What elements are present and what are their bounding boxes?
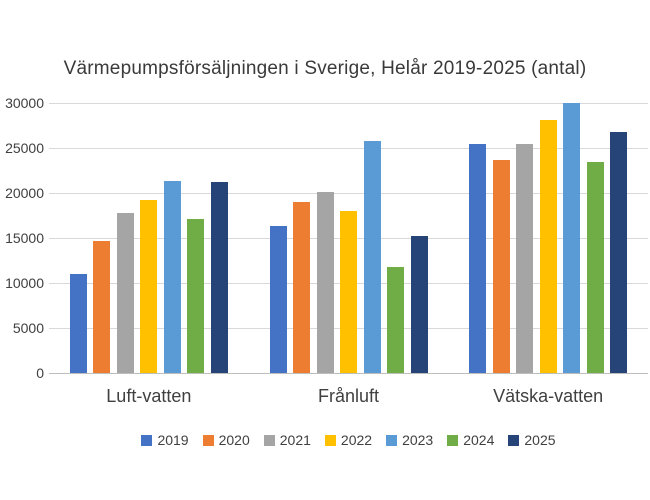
legend-label: 2023 [402, 432, 434, 448]
bar-group-franluft [249, 103, 449, 373]
y-tick-label: 0 [36, 365, 44, 381]
legend-swatch-2019 [141, 434, 153, 446]
bar-2024-luft-vatten [187, 219, 205, 373]
bar-2025-franluft [410, 236, 428, 373]
bar-2023-franluft [363, 140, 381, 373]
y-tick-label: 30000 [5, 95, 44, 111]
x-axis: Luft-vatten Frånluft Vätska-vatten [49, 386, 648, 407]
x-tick-label-luft-vatten: Luft-vatten [106, 386, 192, 406]
legend-swatch-2020 [202, 434, 214, 446]
bar-2025-vatska-vatten [610, 131, 628, 373]
gridline [49, 147, 648, 149]
gridline [49, 102, 648, 104]
legend-item-2024: 2024 [447, 432, 494, 448]
bar-2019-luft-vatten [69, 274, 87, 373]
legend-label: 2025 [524, 432, 556, 448]
y-tick-label: 10000 [5, 275, 44, 291]
legend-item-2020: 2020 [202, 432, 250, 448]
bar-2023-luft-vatten [163, 181, 181, 373]
bar-2019-franluft [269, 226, 287, 373]
legend-label: 2024 [463, 432, 495, 448]
bar-group-vatska-vatten [448, 103, 648, 373]
legend-label: 2022 [340, 432, 373, 448]
legend-swatch-2024 [447, 434, 459, 446]
gridline [49, 192, 648, 194]
legend-item-2025: 2025 [508, 432, 556, 448]
legend-item-2019: 2019 [141, 432, 189, 448]
y-tick-label: 15000 [5, 230, 44, 246]
bar-2022-luft-vatten [140, 200, 158, 373]
x-tick-label-franluft: Frånluft [317, 386, 380, 406]
legend-item-2022: 2022 [324, 432, 373, 448]
plot-area [49, 102, 648, 374]
bar-2022-vatska-vatten [539, 120, 557, 373]
legend-swatch-2023 [386, 434, 398, 446]
bar-2024-vatska-vatten [586, 161, 604, 373]
bar-group-luft-vatten [49, 103, 249, 373]
bar-2021-luft-vatten [116, 212, 134, 373]
legend-label: 2019 [157, 432, 189, 448]
bar-2023-vatska-vatten [563, 103, 581, 373]
y-tick-label: 5000 [12, 320, 44, 336]
chart-title: Värmepumpsförsäljningen i Sverige, Helår… [63, 58, 587, 79]
bar-2020-franluft [293, 202, 310, 373]
y-tick-label: 25000 [5, 140, 44, 156]
bar-2022-franluft [340, 211, 357, 373]
bar-2021-franluft [316, 192, 334, 373]
bar-2020-vatska-vatten [492, 159, 510, 373]
bar-2025-luft-vatten [210, 182, 228, 373]
bar-groups [49, 103, 648, 373]
legend-label: 2021 [279, 432, 311, 448]
legend: 2019 2020 2021 2022 2023 2024 2025 [49, 431, 648, 449]
legend-item-2021: 2021 [263, 432, 311, 448]
legend-item-2023: 2023 [386, 432, 433, 448]
bar-2024-franluft [387, 266, 404, 373]
y-tick-label: 20000 [5, 185, 44, 201]
legend-swatch-2021 [263, 434, 275, 446]
legend-label: 2020 [218, 432, 250, 448]
legend-swatch-2022 [324, 434, 336, 446]
legend-swatch-2025 [508, 434, 520, 446]
bar-2020-luft-vatten [93, 240, 111, 373]
bar-2021-vatska-vatten [516, 143, 534, 373]
x-tick-label-vatska-vatten: Vätska-vatten [493, 386, 604, 406]
bar-2019-vatska-vatten [469, 144, 487, 373]
